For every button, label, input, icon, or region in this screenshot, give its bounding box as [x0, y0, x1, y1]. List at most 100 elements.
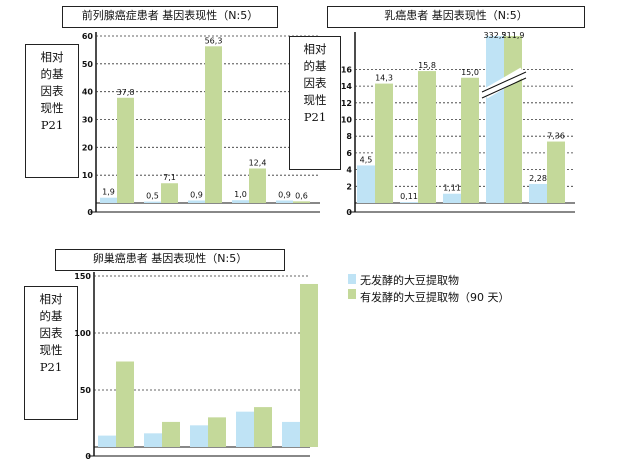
data-label: 4,5 — [360, 155, 373, 164]
bar — [205, 46, 222, 203]
y-tick-label: 16 — [341, 65, 353, 74]
axis-break-gap — [482, 67, 526, 99]
legend-swatch-green — [348, 289, 356, 299]
chart1-ylabel-line: 的基 — [40, 67, 64, 81]
chart2-ylabel-line: 因表 — [303, 76, 327, 90]
bar — [190, 425, 208, 447]
data-label: 12,4 — [249, 158, 267, 167]
chart3-ylabel: 相对 的基 因表 现性 P21 — [24, 286, 78, 420]
chart1-title: 前列腺癌症患者 基因表现性（N:5） — [62, 6, 278, 28]
y-tick-label: 150 — [74, 272, 91, 281]
bar — [98, 435, 116, 447]
chart2-ylabel-line: P21 — [303, 110, 327, 124]
data-label: 14,3 — [375, 74, 393, 83]
data-label: 1,9 — [102, 188, 115, 197]
y-tick-label: 6 — [346, 149, 352, 158]
bar — [357, 165, 375, 203]
chart1-ylabel-line: 相对 — [40, 50, 64, 64]
chart2-ylabel-line: 相对 — [303, 42, 327, 56]
y-tick-label: 10 — [82, 171, 94, 180]
y-tick-label: 10 — [341, 116, 353, 125]
y-tick-label: 4 — [346, 166, 352, 175]
chart2-ylabel-line: 现性 — [303, 93, 327, 107]
legend: 无发酵的大豆提取物 有发酵的大豆提取物（90 天） — [348, 272, 608, 312]
bar — [276, 200, 293, 203]
y-tick-label: 100 — [74, 329, 91, 338]
data-label: 2,28 — [529, 174, 547, 183]
bar — [461, 77, 479, 203]
bar — [232, 200, 249, 203]
data-label: 0,9 — [190, 190, 203, 199]
legend-item-fermented: 有发酵的大豆提取物（90 天） — [360, 291, 510, 304]
data-label: 0,6 — [295, 191, 308, 200]
data-label: 7,36 — [547, 132, 565, 141]
bar — [254, 407, 272, 447]
bar — [116, 361, 134, 447]
data-label: 15,8 — [418, 61, 436, 70]
y-tick-label: 2 — [346, 182, 352, 191]
data-label: 1,11 — [443, 184, 461, 193]
bar — [208, 417, 226, 447]
y-tick-label: 0 — [346, 208, 352, 217]
chart3-ylabel-line: 现性 — [39, 343, 63, 357]
legend-item-unfermented: 无发酵的大豆提取物 — [360, 274, 459, 287]
chart1-ylabel-line: 因表 — [40, 84, 64, 98]
data-label: 1,0 — [234, 190, 247, 199]
data-label: 37,8 — [117, 88, 135, 97]
bar — [293, 201, 310, 203]
bar — [117, 97, 134, 203]
bar — [144, 201, 161, 203]
y-tick-label: 50 — [80, 386, 92, 395]
chart2-title: 乳癌患者 基因表现性（N:5） — [327, 6, 585, 28]
y-tick-label: 14 — [341, 82, 353, 91]
bar — [400, 202, 418, 203]
data-label: 56,3 — [205, 36, 223, 45]
chart3-ylabel-line: 因表 — [39, 326, 63, 340]
bar — [486, 36, 504, 203]
y-tick-label: 0 — [85, 452, 91, 461]
y-tick-label: 50 — [82, 60, 94, 69]
chart1-ylabel-line: P21 — [40, 118, 64, 132]
bar — [418, 71, 436, 203]
bar — [249, 168, 266, 203]
legend-swatch-blue — [348, 274, 356, 284]
y-tick-label: 20 — [82, 143, 94, 152]
data-label: 7,1 — [163, 173, 176, 182]
bar — [300, 283, 318, 447]
chart3-ylabel-line: 相对 — [39, 292, 63, 306]
bar — [443, 193, 461, 203]
bar — [188, 200, 205, 203]
bar — [144, 433, 162, 447]
axis-break-mark — [481, 71, 527, 93]
chart2-ylabel: 相对 的基 因表 现性 P21 — [289, 36, 341, 170]
chart1-ylabel-line: 现性 — [40, 101, 64, 115]
bar — [162, 421, 180, 447]
bar — [529, 183, 547, 203]
chart1-ylabel: 相对 的基 因表 现性 P21 — [25, 44, 79, 178]
chart3-ylabel-line: P21 — [39, 360, 63, 374]
chart3-title: 卵巢癌患者 基因表现性（N:5） — [55, 249, 285, 271]
bar — [161, 183, 178, 203]
chart3-ylabel-line: 的基 — [39, 309, 63, 323]
bar — [100, 197, 117, 203]
data-label: 211,9 — [502, 31, 525, 40]
y-tick-label: 0 — [87, 208, 93, 217]
y-tick-label: 30 — [82, 116, 94, 125]
y-tick-label: 12 — [341, 99, 352, 108]
y-tick-label: 40 — [82, 88, 94, 97]
data-label: 0,5 — [146, 192, 159, 201]
data-label: 332,5 — [484, 31, 507, 40]
data-label: 0,11 — [400, 192, 418, 201]
chart2-ylabel-line: 的基 — [303, 59, 327, 73]
axis-break-mark — [481, 77, 527, 99]
bar — [375, 83, 393, 203]
y-tick-label: 8 — [346, 132, 352, 141]
data-label: 15,0 — [461, 68, 479, 77]
data-label: 0,9 — [278, 190, 291, 199]
y-tick-label: 60 — [82, 32, 94, 41]
bar — [236, 411, 254, 447]
bar — [282, 421, 300, 447]
